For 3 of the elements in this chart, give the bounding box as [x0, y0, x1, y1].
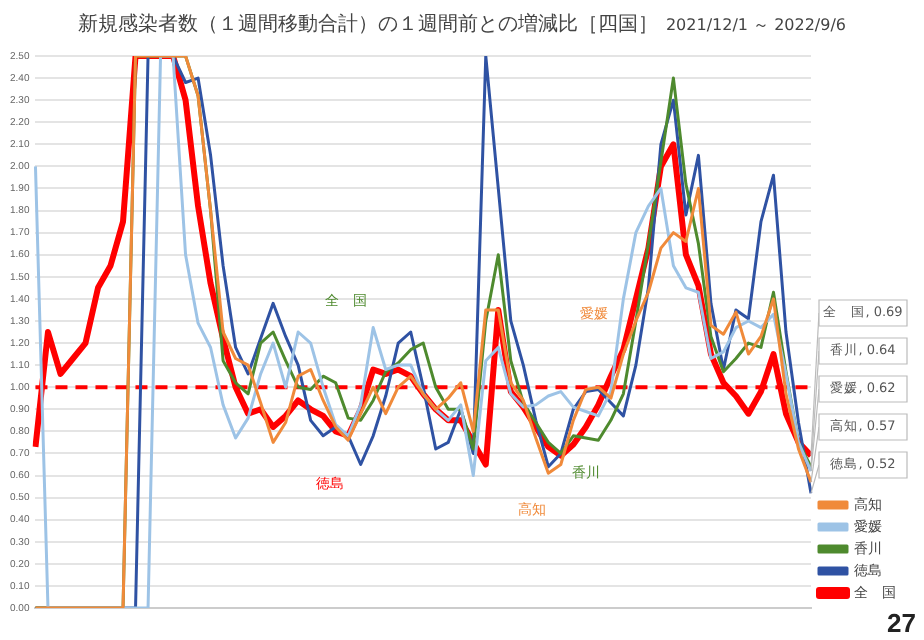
chart-subtitle: 2021/12/1 ～ 2022/9/6 [665, 16, 847, 34]
chart-title: 新規感染者数（１週間移動合計）の１週間前との増減比［四国］ [77, 14, 658, 36]
text: 27 [887, 608, 916, 638]
